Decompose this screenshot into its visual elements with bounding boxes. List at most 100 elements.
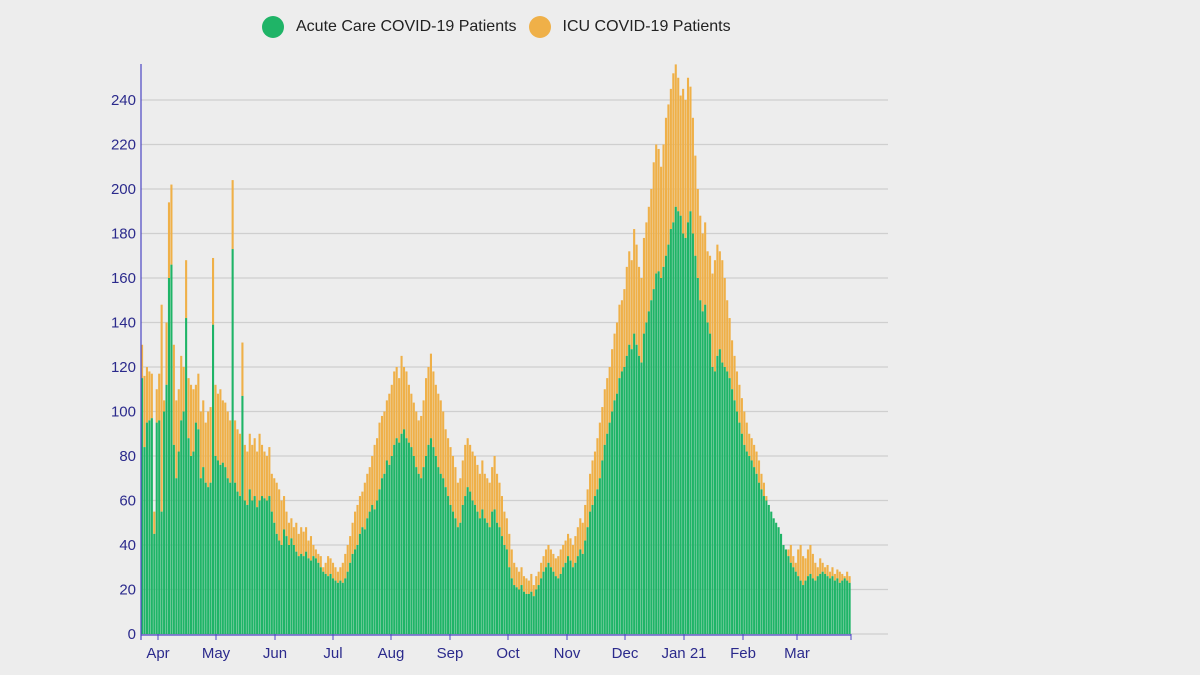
bar-icu <box>755 451 758 474</box>
bar-acute <box>241 395 244 634</box>
bar-icu <box>757 460 761 483</box>
bar-acute <box>772 518 775 634</box>
bar-icu <box>682 88 685 234</box>
bar-acute <box>584 540 587 634</box>
bar-acute <box>461 504 464 634</box>
bar-acute <box>576 556 579 634</box>
bar-acute <box>628 344 631 634</box>
bar-icu <box>542 556 545 572</box>
bar-icu <box>606 378 609 434</box>
bar-icu <box>579 518 582 550</box>
bar-acute <box>664 255 668 634</box>
bar-acute <box>263 498 266 634</box>
bar-icu <box>650 189 653 301</box>
legend-item-icu[interactable]: ICU COVID-19 Patients <box>528 16 731 38</box>
bar-acute <box>816 576 819 634</box>
bar-icu <box>231 180 234 250</box>
bar-icu <box>461 460 464 505</box>
bar-acute <box>498 527 501 634</box>
bar-icu <box>806 549 810 577</box>
bar-acute <box>726 371 729 634</box>
bar-acute <box>797 576 800 634</box>
bar-icu <box>672 73 675 223</box>
bar-acute <box>383 473 386 634</box>
bar-icu <box>535 576 538 590</box>
bar-acute <box>407 442 410 634</box>
bar-icu <box>417 420 420 474</box>
bar-icu <box>160 304 163 512</box>
bar-icu <box>302 531 305 557</box>
gridlines <box>141 99 888 635</box>
bar-icu <box>425 378 428 456</box>
bar-acute <box>669 229 672 635</box>
bar-icu <box>192 389 195 452</box>
bar-icu <box>329 558 332 574</box>
bar-acute <box>672 222 675 634</box>
bar-acute <box>686 222 690 634</box>
bar-acute <box>175 478 178 634</box>
bar-icu <box>481 460 484 510</box>
bar-acute <box>265 500 268 634</box>
bar-icu <box>466 438 469 488</box>
bar-acute <box>704 304 707 634</box>
bar-acute <box>185 318 188 634</box>
bar-acute <box>378 489 381 634</box>
bar-acute <box>290 538 293 634</box>
bar-acute <box>711 367 714 634</box>
bar-icu <box>833 573 836 581</box>
bar-icu <box>148 371 151 421</box>
x-tick-label: Jan 21 <box>661 645 706 662</box>
bar-icu <box>214 384 217 456</box>
bar-acute <box>373 509 376 634</box>
bar-acute <box>500 536 503 634</box>
bar-icu <box>344 553 347 579</box>
bar-icu <box>559 549 562 574</box>
legend-item-acute[interactable]: Acute Care COVID-19 Patients <box>262 16 517 38</box>
bar-acute <box>336 582 339 634</box>
bar-acute <box>794 571 797 634</box>
bar-icu <box>677 77 680 212</box>
x-tick-label: Apr <box>146 645 169 662</box>
bar-acute <box>341 582 344 634</box>
bar-acute <box>569 560 572 634</box>
bar-acute <box>559 573 562 634</box>
bar-acute <box>478 518 481 634</box>
bar-icu <box>454 467 457 519</box>
x-tick-label: Aug <box>378 645 405 662</box>
bar-acute <box>488 527 491 634</box>
bar-icu <box>393 371 396 445</box>
bar-icu <box>562 545 565 568</box>
bar-acute <box>655 273 658 634</box>
bar-icu <box>442 411 445 479</box>
y-tick-label: 120 <box>111 359 136 376</box>
bar-acute <box>339 580 342 634</box>
bar-icu <box>792 556 795 568</box>
bar-icu <box>265 456 268 501</box>
bar-acute <box>613 400 616 634</box>
bar-icu <box>349 536 352 563</box>
bar-acute <box>287 545 290 634</box>
bar-acute <box>150 418 153 634</box>
bar-acute <box>549 567 552 634</box>
bar-acute <box>706 322 709 634</box>
bar-icu <box>241 342 244 396</box>
bar-acute <box>721 362 724 634</box>
bar-acute <box>187 438 190 634</box>
bar-icu <box>336 571 339 583</box>
bar-acute <box>238 496 242 634</box>
bar-acute <box>804 580 807 634</box>
bar-icu <box>351 522 354 554</box>
bar-acute <box>603 444 606 634</box>
bar-acute <box>770 511 773 634</box>
bar-acute <box>207 487 210 634</box>
bar-icu <box>234 420 237 483</box>
bar-acute <box>314 558 317 634</box>
y-tick-label: 60 <box>119 493 136 510</box>
bar-icu <box>486 478 489 523</box>
bar-acute <box>824 573 827 634</box>
bar-icu <box>378 422 381 490</box>
bar-icu <box>339 567 342 581</box>
bar-acute <box>591 504 594 634</box>
bar-acute <box>679 215 682 634</box>
bar-icu <box>836 569 839 579</box>
